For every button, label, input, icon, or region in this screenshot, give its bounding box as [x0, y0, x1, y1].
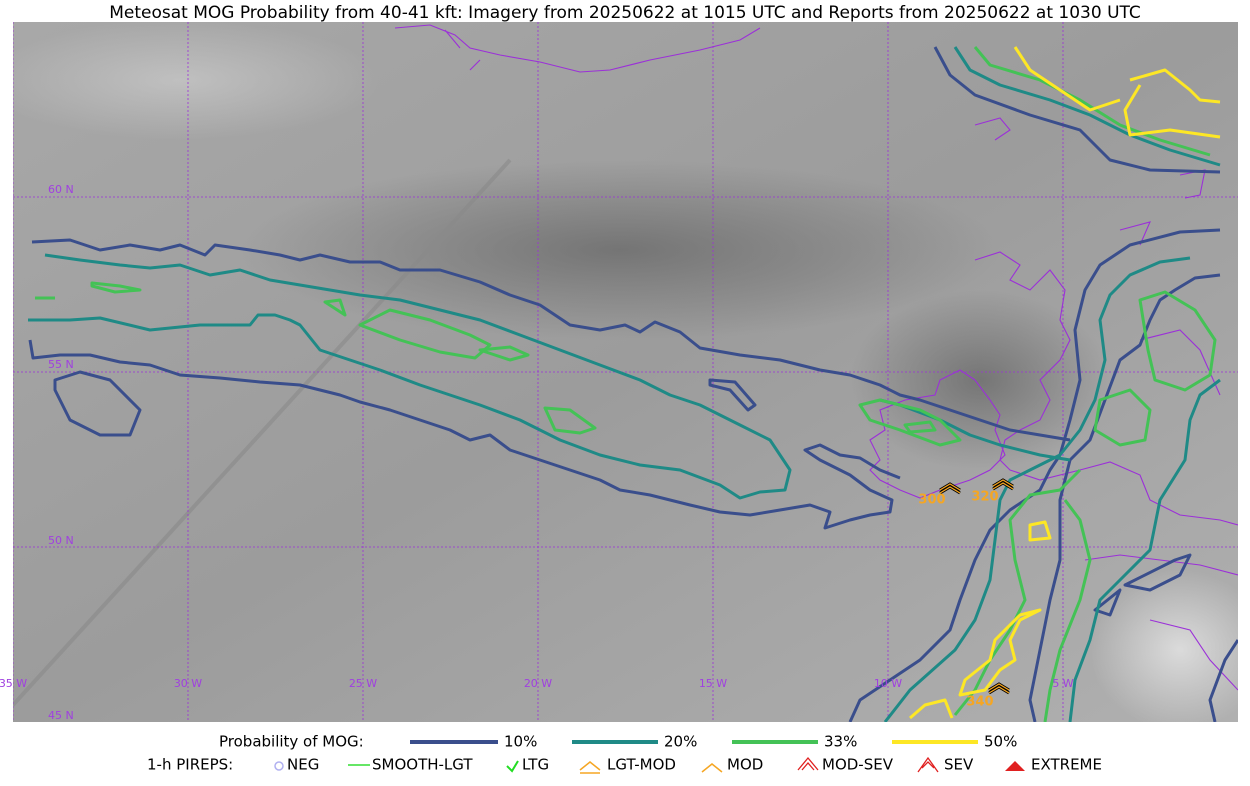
legend-label: SEV [944, 756, 974, 774]
pirep-altitude: 320 [971, 490, 998, 505]
lat-label: 50 N [48, 534, 74, 547]
legend-label: 50% [984, 733, 1017, 751]
lat-label: 45 N [48, 709, 74, 722]
extreme-symbol [1005, 761, 1025, 771]
contour-33 [35, 46, 1217, 722]
imagery-artifact [13, 158, 512, 707]
pirep-altitude: 300 [918, 493, 945, 508]
neg-symbol [274, 761, 284, 771]
ltg-symbol [506, 760, 519, 773]
cloud-region [1090, 570, 1238, 722]
probability-legend: Probability of MOG: 10% 20% 33% 50% [219, 733, 1017, 751]
lat-label: 60 N [48, 183, 74, 196]
legend-label: 33% [824, 733, 857, 751]
legend-label: LGT-MOD [607, 756, 676, 774]
legend-label: 10% [504, 733, 537, 751]
pirep-legend: 1-h PIREPS: NEG SMOOTH-LGT LTG LGT-MOD M… [147, 756, 1102, 774]
lon-label: 15 W [699, 677, 727, 690]
legend-label: MOD-SEV [822, 756, 894, 774]
lon-label: 35 W [0, 677, 27, 690]
lon-label: 5 W [1052, 677, 1073, 690]
coastline [869, 251, 1238, 691]
pirep-markers: 300 320 340 [918, 478, 1014, 710]
pirep-symbol [988, 683, 1010, 694]
legend-label: NEG [287, 756, 319, 774]
dark-region [240, 160, 1000, 340]
mod-symbol [701, 763, 723, 773]
graticule-labels: 60 N 55 N 50 N 45 N 35 W 30 W 25 W 20 W … [0, 183, 1074, 722]
legend-label: SMOOTH-LGT [372, 756, 473, 774]
cloud-region [13, 22, 380, 140]
legend-label: EXTREME [1031, 756, 1102, 774]
lon-label: 10 W [874, 677, 902, 690]
lon-label: 30 W [174, 677, 202, 690]
lat-label: 55 N [48, 358, 74, 371]
legend-label: MOD [727, 756, 763, 774]
contour-50 [909, 46, 1221, 720]
graticule [13, 22, 1238, 722]
sev-symbol [917, 756, 939, 773]
lgt-mod-symbol [579, 761, 601, 774]
legend-title: Probability of MOG: [219, 733, 364, 751]
lon-label: 25 W [349, 677, 377, 690]
legend-title: 1-h PIREPS: [147, 756, 233, 774]
coastline [394, 24, 761, 73]
lon-label: 20 W [524, 677, 552, 690]
mod-sev-symbol [797, 756, 819, 771]
map-title: Meteosat MOG Probability from 40-41 kft:… [109, 3, 1141, 23]
map-area: 300 320 340 [13, 22, 1238, 722]
pirep-symbol [992, 479, 1014, 490]
pirep-altitude: 340 [966, 695, 993, 710]
legend-label: 20% [664, 733, 697, 751]
pirep-symbol [939, 483, 961, 494]
legend-label: LTG [522, 756, 549, 774]
